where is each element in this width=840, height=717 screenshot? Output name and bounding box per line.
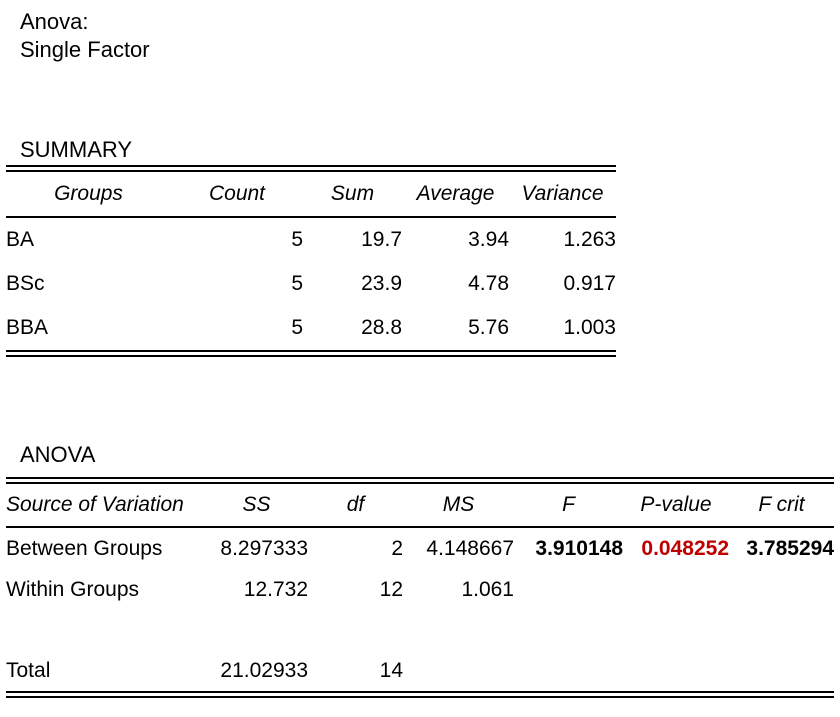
anova-header-f: F: [514, 484, 623, 528]
spacer-cell: [308, 610, 403, 650]
df-cell: 2: [391, 536, 403, 560]
ms-cell: 4.148667: [426, 536, 514, 560]
summary-header-sum: Sum: [303, 172, 402, 218]
df-cell: 12: [379, 577, 403, 601]
summary-header-average: Average: [402, 172, 509, 218]
source-cell: Between Groups: [6, 536, 163, 560]
spacer-cell: [6, 610, 205, 650]
anova-header-f-crit: F crit: [729, 484, 834, 528]
group-name-cell: BBA: [6, 316, 49, 339]
f-crit-cell: [729, 650, 834, 691]
spacer-cell: [403, 610, 514, 650]
source-cell: Total: [6, 658, 51, 682]
f-crit-cell: [729, 569, 834, 610]
summary-header-groups: Groups: [6, 172, 171, 218]
summary-table: Groups Count Sum Average Variance BA 5 1…: [6, 165, 616, 357]
p-value-cell: [623, 650, 729, 691]
f-statistic-cell: [514, 569, 623, 610]
group-name-cell: BA: [6, 228, 35, 251]
p-value-cell: 0.048252: [641, 536, 729, 560]
anova-row-spacer: [6, 610, 834, 650]
anova-section-label: ANOVA: [20, 442, 96, 467]
p-value-cell: [623, 569, 729, 610]
anova-row-total: Total 21.02933 14: [6, 650, 834, 691]
f-statistic-cell: [514, 650, 623, 691]
anova-header-ss: SS: [205, 484, 308, 528]
anova-header-ms: MS: [403, 484, 514, 528]
count-cell: 5: [291, 316, 303, 339]
f-crit-cell: 3.785294: [746, 536, 834, 560]
variance-cell: 1.003: [563, 316, 616, 339]
sum-cell: 28.8: [361, 316, 402, 339]
title-line-single-factor: Single Factor: [20, 37, 150, 62]
f-statistic-cell: 3.910148: [535, 536, 623, 560]
df-cell: 14: [379, 658, 403, 682]
variance-cell: 0.917: [563, 272, 616, 295]
summary-header-row: Groups Count Sum Average Variance: [6, 172, 616, 218]
source-cell: Within Groups: [6, 577, 140, 601]
anova-header-df: df: [308, 484, 403, 528]
summary-section-label: SUMMARY: [20, 137, 133, 162]
average-cell: 3.94: [468, 228, 509, 251]
anova-header-source: Source of Variation: [6, 484, 205, 528]
ms-cell: [403, 650, 514, 691]
report-title: Anova: Single Factor: [20, 8, 840, 64]
spacer-cell: [205, 610, 308, 650]
variance-cell: 1.263: [563, 228, 616, 251]
spacer-cell: [514, 610, 623, 650]
average-cell: 4.78: [468, 272, 509, 295]
ss-cell: 12.732: [243, 577, 308, 601]
group-name-cell: BSc: [6, 272, 45, 295]
summary-row-bsc: BSc 5 23.9 4.78 0.917: [6, 262, 616, 306]
summary-row-bba: BBA 5 28.8 5.76 1.003: [6, 306, 616, 350]
ss-cell: 21.02933: [220, 658, 308, 682]
summary-header-count: Count: [171, 172, 303, 218]
sum-cell: 19.7: [361, 228, 402, 251]
summary-header-variance: Variance: [509, 172, 616, 218]
summary-row-ba: BA 5 19.7 3.94 1.263: [6, 218, 616, 262]
anova-header-row: Source of Variation SS df MS F P-value F…: [6, 484, 834, 528]
sum-cell: 23.9: [361, 272, 402, 295]
ss-cell: 8.297333: [220, 536, 308, 560]
anova-table: Source of Variation SS df MS F P-value F…: [6, 477, 834, 698]
average-cell: 5.76: [468, 316, 509, 339]
anova-row-between-groups: Between Groups 8.297333 2 4.148667 3.910…: [6, 528, 834, 569]
ms-cell: 1.061: [461, 577, 514, 601]
spacer-cell: [623, 610, 729, 650]
count-cell: 5: [291, 272, 303, 295]
anova-row-within-groups: Within Groups 12.732 12 1.061: [6, 569, 834, 610]
anova-header-p-value: P-value: [623, 484, 729, 528]
spacer-cell: [729, 610, 834, 650]
count-cell: 5: [291, 228, 303, 251]
title-line-anova: Anova:: [20, 9, 89, 34]
